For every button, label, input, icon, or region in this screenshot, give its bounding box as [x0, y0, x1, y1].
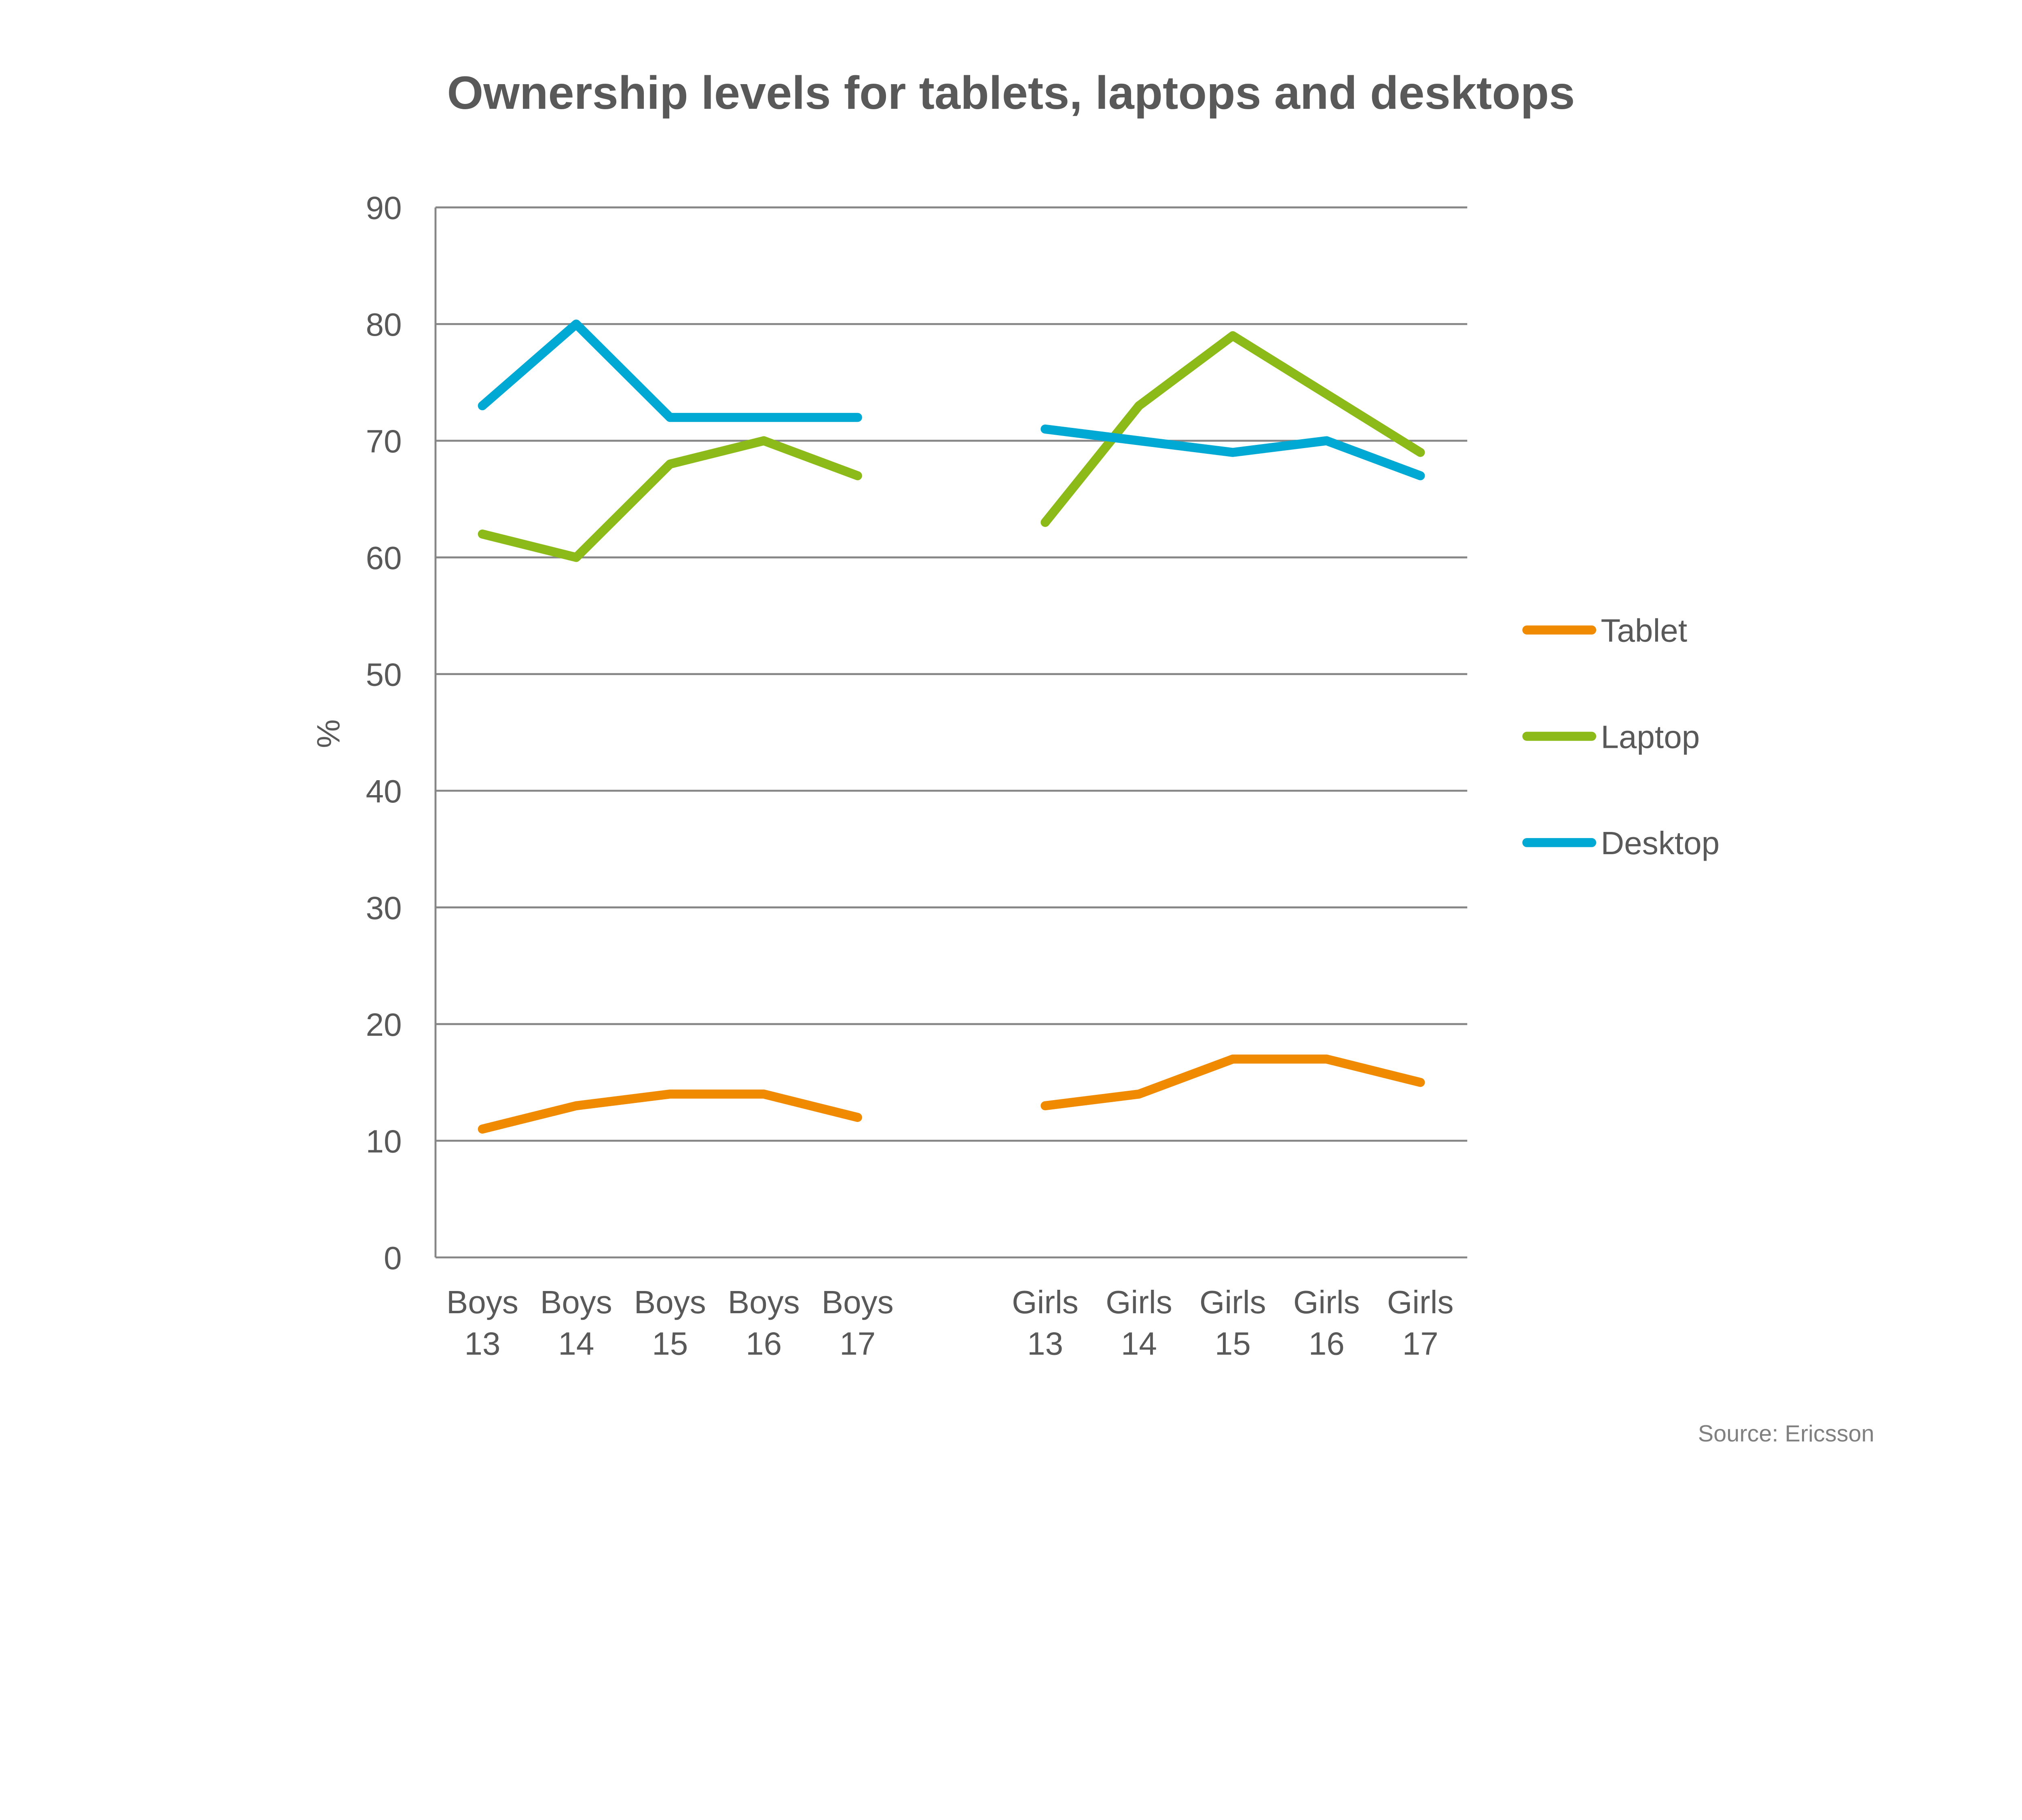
x-tick-label-line2: 14: [1121, 1325, 1157, 1361]
y-tick-label: 60: [366, 540, 402, 576]
series-line-laptop: [1041, 331, 1425, 527]
x-tick-label-line1: Girls: [1199, 1284, 1266, 1320]
y-tick-label: 10: [366, 1123, 402, 1159]
series-line-desktop: [1041, 424, 1425, 480]
y-axis-label: %: [310, 719, 347, 748]
series-line-tablet: [1041, 1054, 1425, 1111]
x-tick-label-line2: 16: [746, 1325, 782, 1361]
y-tick-label: 50: [366, 656, 402, 693]
x-tick-label-line2: 17: [840, 1325, 876, 1361]
x-tick-label-line1: Boys: [728, 1284, 800, 1320]
legend-label: Tablet: [1601, 612, 1687, 649]
x-tick-label-line1: Girls: [1012, 1284, 1079, 1320]
x-tick-label-line1: Girls: [1293, 1284, 1360, 1320]
x-tick-label-line2: 14: [558, 1325, 594, 1361]
y-tick-label: 30: [366, 889, 402, 926]
x-tick-label-line2: 13: [1027, 1325, 1063, 1361]
chart-title: Ownership levels for tablets, laptops an…: [447, 67, 1575, 119]
series-line-desktop: [478, 320, 862, 422]
y-tick-label: 0: [384, 1240, 402, 1276]
x-tick-label-line2: 13: [464, 1325, 500, 1361]
x-tick-label-line1: Boys: [822, 1284, 894, 1320]
x-tick-label-line1: Boys: [446, 1284, 518, 1320]
x-tick-label-line2: 16: [1309, 1325, 1345, 1361]
x-tick-label-line1: Girls: [1387, 1284, 1454, 1320]
line-chart: Ownership levels for tablets, laptops an…: [310, 67, 1874, 1447]
x-tick-label-line1: Girls: [1106, 1284, 1172, 1320]
x-tick-label-line2: 15: [652, 1325, 688, 1361]
x-tick-label-line2: 17: [1402, 1325, 1438, 1361]
series-line-laptop: [478, 436, 862, 562]
series-line-tablet: [478, 1089, 862, 1134]
y-tick-label: 80: [366, 306, 402, 343]
legend-label: Desktop: [1601, 825, 1720, 861]
y-tick-label: 90: [366, 190, 402, 226]
y-tick-label: 20: [366, 1006, 402, 1043]
y-tick-label: 70: [366, 423, 402, 459]
x-tick-label-line1: Boys: [540, 1284, 612, 1320]
x-tick-label-line1: Boys: [634, 1284, 706, 1320]
x-tick-label-line2: 15: [1215, 1325, 1251, 1361]
y-tick-label: 40: [366, 773, 402, 809]
source-note: Source: Ericsson: [1698, 1421, 1874, 1447]
legend-label: Laptop: [1601, 718, 1700, 755]
